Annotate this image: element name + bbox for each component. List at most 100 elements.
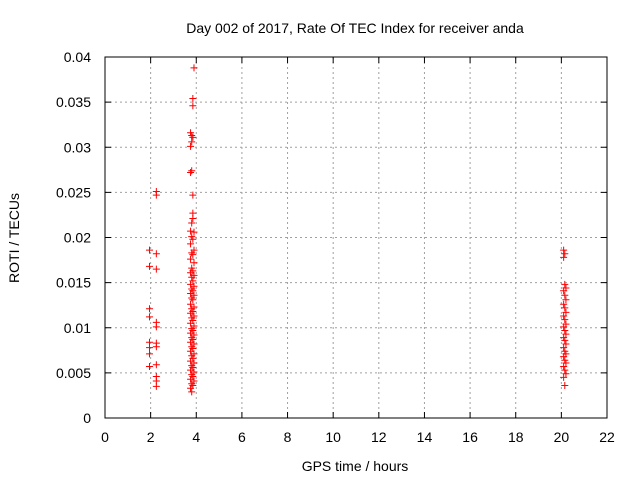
data-point — [145, 313, 153, 321]
data-point — [187, 384, 195, 392]
data-point — [152, 323, 160, 331]
data-point — [561, 280, 569, 288]
data-point — [145, 305, 153, 313]
data-point — [190, 228, 198, 236]
x-tick-label: 8 — [284, 429, 292, 445]
data-point — [187, 142, 195, 150]
data-point — [562, 296, 570, 304]
data-point — [187, 227, 195, 235]
data-point — [188, 380, 196, 388]
data-point — [189, 102, 197, 110]
data-point — [561, 366, 569, 374]
x-axis-label: GPS time / hours — [302, 458, 409, 474]
data-point — [187, 169, 195, 177]
data-point — [188, 249, 196, 257]
data-point — [560, 363, 568, 371]
data-point — [561, 382, 569, 390]
x-tick-label: 12 — [371, 429, 387, 445]
data-point — [188, 132, 196, 140]
data-point — [152, 250, 160, 258]
data-point — [560, 373, 568, 381]
data-point — [188, 273, 196, 281]
data-point — [189, 296, 197, 304]
data-point — [188, 219, 196, 227]
data-point — [189, 215, 197, 223]
data-point — [562, 340, 570, 348]
x-tick-label: 22 — [599, 429, 615, 445]
y-tick-label: 0.015 — [56, 275, 91, 291]
y-tick-label: 0 — [83, 410, 91, 426]
data-point — [189, 251, 197, 259]
data-point — [189, 191, 197, 199]
data-points — [145, 64, 570, 396]
x-tick-label: 0 — [101, 429, 109, 445]
data-point — [562, 330, 570, 338]
data-point — [562, 370, 570, 378]
data-point — [190, 259, 198, 267]
data-point — [561, 304, 569, 312]
data-point — [188, 371, 196, 379]
data-point — [152, 265, 160, 273]
data-point — [561, 326, 569, 334]
data-point — [187, 329, 195, 337]
data-point — [189, 235, 197, 243]
x-tick-label: 20 — [554, 429, 570, 445]
y-tick-label: 0.03 — [64, 139, 91, 155]
data-point — [189, 133, 197, 141]
data-point — [187, 366, 195, 374]
y-tick-label: 0.005 — [56, 365, 91, 381]
data-point — [188, 294, 196, 302]
data-point — [560, 353, 568, 361]
grid — [105, 57, 607, 418]
data-point — [562, 308, 570, 316]
data-point — [145, 246, 153, 254]
tick-labels: 0 2 4 6 8 10 12 14 16 18 20 22 0 0.005 0.01 0.015 0.02 0.… — [56, 49, 615, 445]
data-point — [187, 357, 195, 365]
chart-title: Day 002 of 2017, Rate Of TEC Index for r… — [186, 20, 524, 36]
data-point — [187, 255, 195, 263]
data-point — [188, 388, 196, 396]
axis-ticks — [104, 56, 608, 419]
y-axis-label: ROTI / TECUs — [6, 193, 22, 283]
data-point — [152, 361, 160, 369]
data-point — [561, 316, 569, 324]
x-tick-label: 4 — [192, 429, 200, 445]
data-point — [187, 289, 195, 297]
data-point — [562, 359, 570, 367]
x-tick-label: 6 — [238, 429, 246, 445]
x-tick-label: 16 — [462, 429, 478, 445]
data-point — [188, 167, 196, 175]
data-point — [145, 262, 153, 270]
data-point — [560, 323, 568, 331]
data-point — [560, 312, 568, 320]
data-point — [152, 382, 160, 390]
y-tick-label: 0.035 — [56, 94, 91, 110]
data-point — [188, 325, 196, 333]
data-point — [188, 285, 196, 293]
data-point — [189, 95, 197, 103]
x-tick-label: 18 — [508, 429, 524, 445]
x-tick-label: 14 — [417, 429, 433, 445]
data-point — [561, 250, 569, 258]
data-point — [560, 287, 568, 295]
data-point — [187, 280, 195, 288]
data-point — [152, 191, 160, 199]
data-point — [188, 343, 196, 351]
data-point — [187, 338, 195, 346]
x-tick-label: 10 — [325, 429, 341, 445]
data-point — [189, 277, 197, 285]
data-point — [560, 246, 568, 254]
data-point — [145, 363, 153, 371]
y-tick-label: 0.01 — [64, 320, 91, 336]
data-point — [188, 362, 196, 370]
y-tick-label: 0.02 — [64, 230, 91, 246]
data-point — [560, 253, 568, 261]
y-tick-label: 0.04 — [64, 49, 91, 65]
data-point — [561, 291, 569, 299]
data-point — [188, 334, 196, 342]
data-point — [561, 336, 569, 344]
data-point — [560, 300, 568, 308]
data-point — [145, 344, 153, 352]
data-point — [188, 138, 196, 146]
